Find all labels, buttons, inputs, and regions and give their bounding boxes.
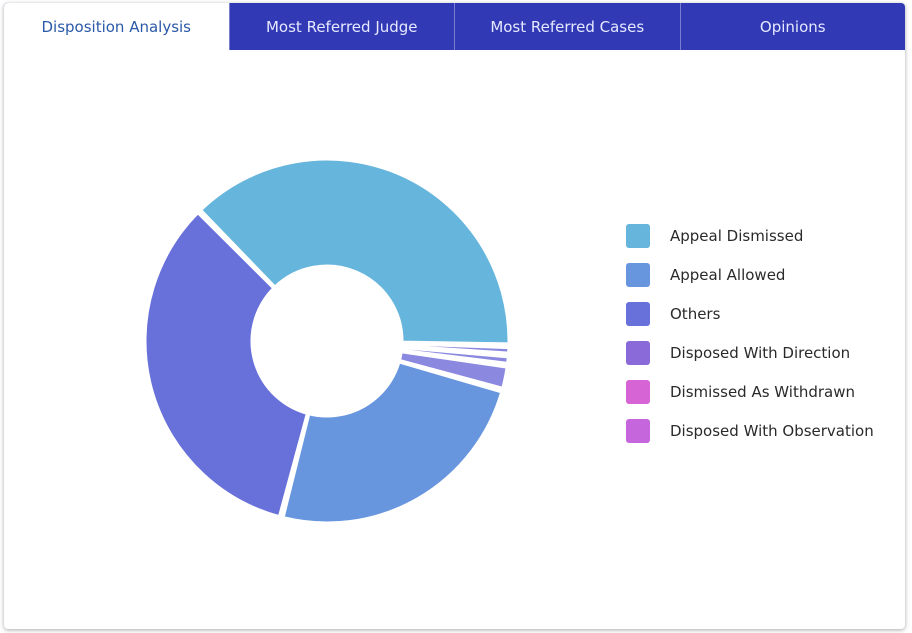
legend-label: Appeal Allowed <box>670 265 786 284</box>
chart-area: Appeal Dismissed Appeal Allowed Others Disp… <box>4 50 905 629</box>
donut-slice-dismissed-as-withdrawn[interactable] <box>400 342 511 355</box>
legend-swatch <box>626 262 650 287</box>
legend-label: Disposed With Direction <box>670 343 851 362</box>
donut-slice-appeal-allowed[interactable] <box>281 360 504 525</box>
chart-legend: Appeal Dismissed Appeal Allowed Others Disp… <box>626 216 874 450</box>
legend-swatch <box>626 223 650 248</box>
chart-card: Disposition Analysis Most Referred Judge… <box>4 3 905 629</box>
legend-swatch <box>626 418 650 443</box>
donut-slice-appeal-dismissed[interactable] <box>198 157 511 346</box>
donut-slice-others[interactable] <box>143 210 310 519</box>
legend-label: Others <box>670 304 721 323</box>
legend-label: Dismissed As Withdrawn <box>670 382 856 401</box>
legend-swatch <box>626 379 650 404</box>
legend-item-disposed-with-direction[interactable]: Disposed With Direction <box>626 333 874 372</box>
legend-item-appeal-dismissed[interactable]: Appeal Dismissed <box>626 216 874 255</box>
legend-item-dismissed-as-withdrawn[interactable]: Dismissed As Withdrawn <box>626 372 874 411</box>
legend-item-appeal-allowed[interactable]: Appeal Allowed <box>626 255 874 294</box>
legend-label: Disposed With Observation <box>670 421 874 440</box>
legend-item-others[interactable]: Others <box>626 294 874 333</box>
tab-bar: Disposition Analysis Most Referred Judge… <box>4 3 905 50</box>
legend-swatch <box>626 340 650 365</box>
tab-opinions[interactable]: Opinions <box>679 3 906 50</box>
donut-slice-disposed-with-observation[interactable] <box>399 345 510 366</box>
legend-swatch <box>626 301 650 326</box>
tab-most-referred-cases[interactable]: Most Referred Cases <box>454 3 680 50</box>
donut-slice-disposed-with-direction[interactable] <box>397 350 509 391</box>
donut-chart <box>143 157 511 525</box>
tab-disposition-analysis[interactable]: Disposition Analysis <box>4 3 229 50</box>
tab-most-referred-judge[interactable]: Most Referred Judge <box>228 3 455 50</box>
legend-item-disposed-with-observation[interactable]: Disposed With Observation <box>626 411 874 450</box>
legend-label: Appeal Dismissed <box>670 226 804 245</box>
